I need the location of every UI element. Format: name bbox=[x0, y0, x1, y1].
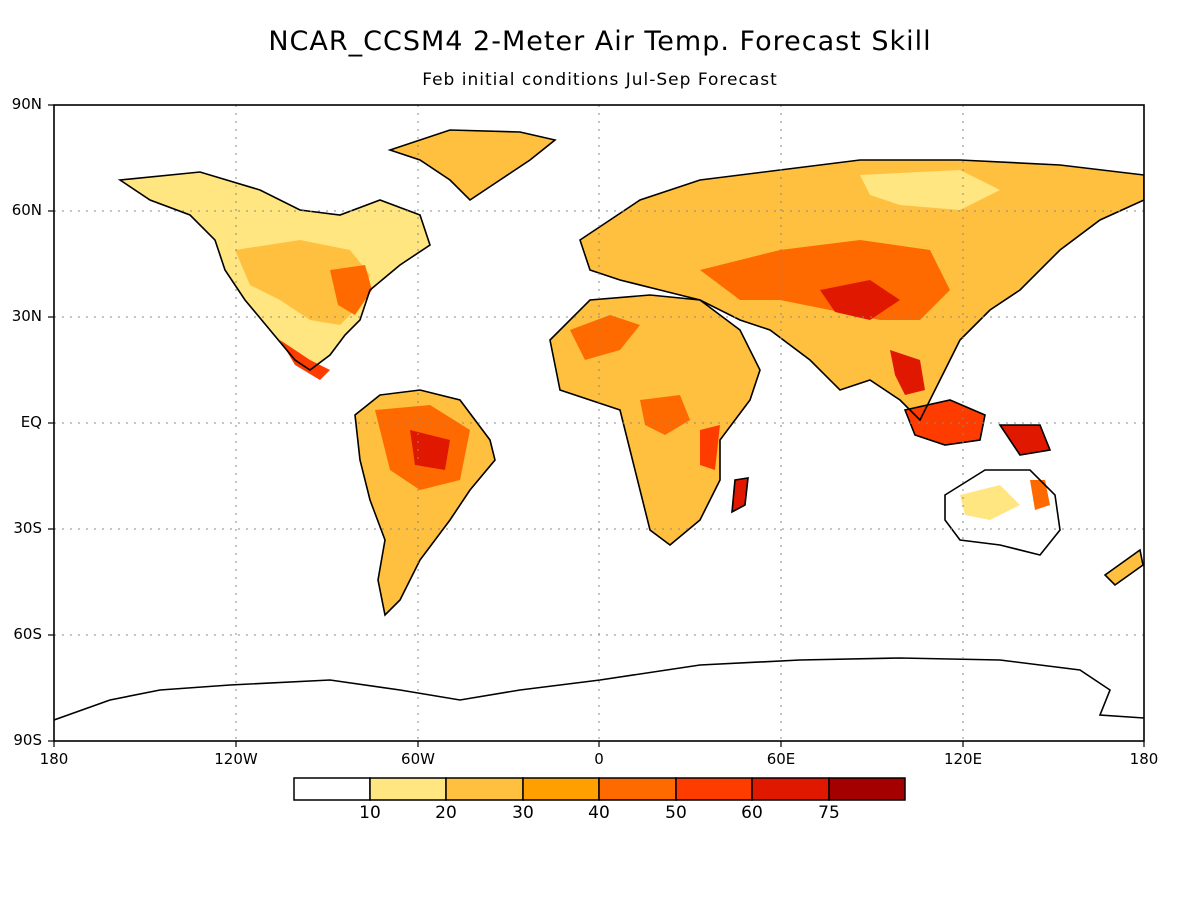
lat-label-60s: 60S bbox=[13, 625, 42, 643]
lon-label-120w: 120W bbox=[214, 750, 258, 768]
lat-label-90s: 90S bbox=[13, 731, 42, 749]
lat-label-60n: 60N bbox=[11, 201, 42, 219]
colorbar-swatch-3 bbox=[522, 777, 600, 801]
colorbar bbox=[293, 777, 906, 801]
colorbar-swatch-7 bbox=[828, 777, 906, 801]
tick-marks bbox=[48, 104, 1145, 747]
colorbar-label-40: 40 bbox=[588, 803, 610, 823]
colorbar-label-50: 50 bbox=[665, 803, 687, 823]
colorbar-swatch-2 bbox=[445, 777, 524, 801]
colorbar-label-20: 20 bbox=[435, 803, 457, 823]
lat-label-30s: 30S bbox=[13, 519, 42, 537]
coastlines bbox=[54, 129, 1144, 721]
colorbar-label-10: 10 bbox=[359, 803, 381, 823]
graticule bbox=[54, 105, 1144, 741]
colorbar-swatch-1 bbox=[369, 777, 447, 801]
lat-label-30n: 30N bbox=[11, 307, 42, 325]
colorbar-label-60: 60 bbox=[741, 803, 763, 823]
lat-label-90n: 90N bbox=[11, 95, 42, 113]
lon-label-60e: 60E bbox=[766, 750, 796, 768]
colorbar-swatch-0 bbox=[293, 777, 371, 801]
colorbar-label-30: 30 bbox=[512, 803, 534, 823]
lon-label-0: 0 bbox=[594, 750, 604, 768]
map-subtitle: Feb initial conditions Jul-Sep Forecast bbox=[422, 70, 778, 90]
lat-label-eq: EQ bbox=[20, 413, 42, 431]
colorbar-swatch-5 bbox=[675, 777, 753, 801]
colorbar-swatch-4 bbox=[598, 777, 677, 801]
colorbar-label-75: 75 bbox=[818, 803, 840, 823]
skill-shading bbox=[120, 130, 1144, 615]
map-title: NCAR_CCSM4 2-Meter Air Temp. Forecast Sk… bbox=[268, 26, 932, 57]
colorbar-swatch-6 bbox=[751, 777, 830, 801]
lon-label-120e: 120E bbox=[943, 750, 983, 768]
lon-label-180w: 180 bbox=[39, 750, 69, 768]
lon-label-60w: 60W bbox=[401, 750, 435, 768]
lon-label-180e: 180 bbox=[1129, 750, 1159, 768]
